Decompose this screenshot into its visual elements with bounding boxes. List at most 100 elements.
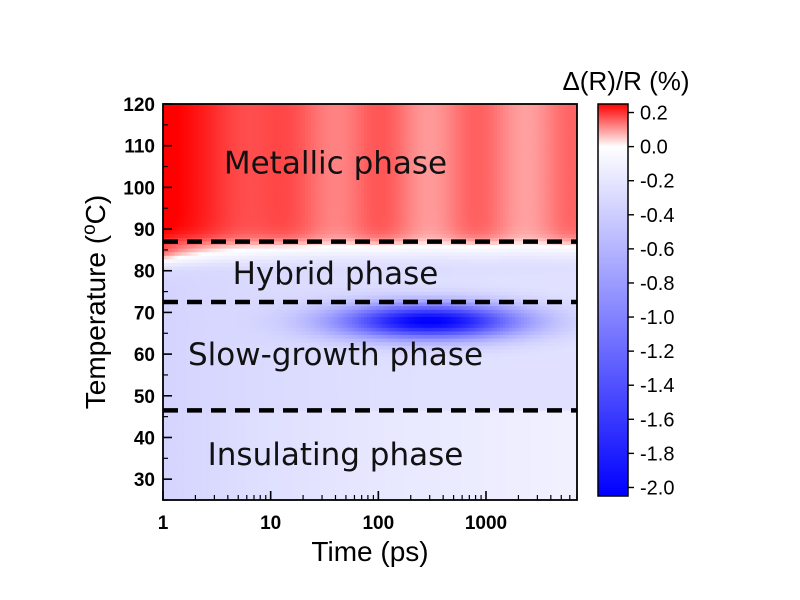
heatmap-cell bbox=[284, 215, 288, 220]
heatmap-cell bbox=[236, 273, 241, 278]
heatmap-cell bbox=[207, 384, 211, 389]
heatmap-cell bbox=[245, 222, 250, 227]
heatmap-cell bbox=[269, 402, 274, 407]
heatmap-cell bbox=[233, 312, 238, 317]
heatmap-cell bbox=[236, 194, 241, 199]
heatmap-cell bbox=[183, 496, 188, 500]
heatmap-cell bbox=[251, 287, 256, 292]
heatmap-cell bbox=[257, 111, 262, 116]
heatmap-cell bbox=[177, 136, 182, 141]
heatmap-cell bbox=[207, 338, 211, 343]
heatmap-cell bbox=[254, 460, 259, 465]
heatmap-cell bbox=[260, 140, 265, 145]
heatmap-cell bbox=[213, 107, 217, 112]
heatmap-cell bbox=[204, 251, 208, 256]
heatmap-cell bbox=[213, 136, 217, 141]
heatmap-cell bbox=[198, 190, 203, 195]
heatmap-cell bbox=[195, 125, 200, 130]
heatmap-cell bbox=[213, 388, 217, 393]
heatmap-cell bbox=[186, 222, 191, 227]
heatmap-cell bbox=[257, 150, 262, 155]
heatmap-cell bbox=[245, 341, 250, 346]
heatmap-cell bbox=[189, 442, 194, 447]
heatmap-cell bbox=[245, 201, 250, 206]
heatmap-cell bbox=[284, 248, 288, 253]
heatmap-cell bbox=[254, 431, 259, 436]
heatmap-cell bbox=[254, 323, 259, 328]
heatmap-cell bbox=[183, 406, 188, 411]
heatmap-cell bbox=[284, 456, 288, 461]
heatmap-cell bbox=[284, 165, 288, 170]
heatmap-cell bbox=[186, 273, 191, 278]
heatmap-cell bbox=[163, 104, 167, 109]
heatmap-cell bbox=[204, 291, 208, 296]
heatmap-cell bbox=[231, 449, 235, 454]
heatmap-cell bbox=[245, 338, 250, 343]
heatmap-cell bbox=[222, 251, 226, 256]
heatmap-cell bbox=[198, 370, 203, 375]
heatmap-cell bbox=[180, 431, 185, 436]
heatmap-cell bbox=[168, 266, 173, 271]
heatmap-cell bbox=[281, 453, 285, 458]
heatmap-cell bbox=[177, 273, 182, 278]
heatmap-cell bbox=[213, 320, 217, 325]
heatmap-cell bbox=[260, 471, 265, 476]
heatmap-cell bbox=[257, 449, 262, 454]
heatmap-cell bbox=[239, 334, 244, 339]
heatmap-cell bbox=[231, 456, 235, 461]
heatmap-cell bbox=[219, 399, 223, 404]
heatmap-cell bbox=[278, 406, 282, 411]
heatmap-cell bbox=[272, 194, 276, 199]
heatmap-cell bbox=[168, 204, 173, 209]
heatmap-cell bbox=[254, 201, 259, 206]
heatmap-cell bbox=[165, 158, 170, 163]
heatmap-cell bbox=[275, 230, 279, 235]
heatmap-cell bbox=[180, 219, 185, 224]
heatmap-cell bbox=[257, 435, 262, 440]
heatmap-cell bbox=[177, 410, 182, 415]
heatmap-cell bbox=[204, 111, 208, 116]
heatmap-cell bbox=[275, 323, 279, 328]
heatmap-cell bbox=[216, 176, 220, 181]
heatmap-cell bbox=[236, 399, 241, 404]
heatmap-cell bbox=[189, 384, 194, 389]
heatmap-cell bbox=[171, 345, 176, 350]
heatmap-cell bbox=[204, 456, 208, 461]
heatmap-cell bbox=[163, 150, 167, 155]
heatmap-cell bbox=[263, 384, 268, 389]
heatmap-cell bbox=[242, 150, 247, 155]
heatmap-cell bbox=[219, 287, 223, 292]
heatmap-cell bbox=[207, 194, 211, 199]
heatmap-cell bbox=[186, 431, 191, 436]
heatmap-cell bbox=[239, 186, 244, 191]
heatmap-cell bbox=[204, 176, 208, 181]
heatmap-cell bbox=[284, 222, 288, 227]
heatmap-cell bbox=[213, 212, 217, 217]
heatmap-cell bbox=[192, 316, 197, 321]
heatmap-cell bbox=[263, 233, 268, 238]
heatmap-cell bbox=[284, 424, 288, 429]
heatmap-cell bbox=[183, 215, 188, 220]
heatmap-cell bbox=[201, 467, 205, 472]
heatmap-cell bbox=[222, 431, 226, 436]
heatmap-cell bbox=[225, 420, 229, 425]
heatmap-cell bbox=[204, 363, 208, 368]
heatmap-cell bbox=[260, 273, 265, 278]
heatmap-cell bbox=[254, 424, 259, 429]
heatmap-cell bbox=[260, 334, 265, 339]
heatmap-cell bbox=[260, 251, 265, 256]
heatmap-cell bbox=[189, 255, 194, 260]
heatmap-cell bbox=[204, 485, 208, 490]
heatmap-cell bbox=[207, 183, 211, 188]
heatmap-cell bbox=[186, 446, 191, 451]
heatmap-cell bbox=[174, 208, 179, 213]
heatmap-cell bbox=[219, 381, 223, 386]
heatmap-cell bbox=[245, 248, 250, 253]
heatmap-cell bbox=[278, 176, 282, 181]
heatmap-cell bbox=[266, 388, 271, 393]
heatmap-cell bbox=[192, 492, 197, 497]
heatmap-cell bbox=[260, 388, 265, 393]
heatmap-cell bbox=[254, 197, 259, 202]
heatmap-cell bbox=[165, 489, 170, 494]
heatmap-cell bbox=[278, 356, 282, 361]
